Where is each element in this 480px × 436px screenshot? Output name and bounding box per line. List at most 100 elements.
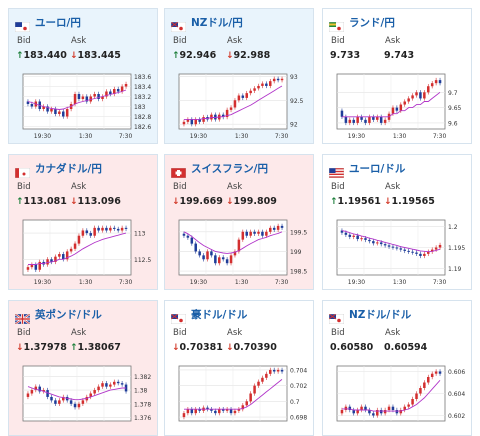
ask-arrow-icon: ↓ [226,51,234,61]
rate-card[interactable]: ユーロ/円 Bid Ask ↑183.440 ↓183.445 183.6 183.4 183… [8,8,158,144]
candle [73,243,77,249]
candle [372,241,375,244]
rate-card[interactable]: ランド/円 Bid Ask 9.733 9.743 9.7 9.65 9.6 19:30 1:30… [322,8,472,144]
candle [182,413,186,418]
candle [391,107,395,114]
price-chart[interactable]: 0.606 0.604 0.602 [327,363,469,433]
bid-label: Bid [17,328,31,338]
ask-quote: ↓113.096 [70,196,121,207]
candle [415,393,418,399]
candle [348,234,352,237]
pair-name[interactable]: 豪ドル/ドル [191,308,248,321]
pair-name[interactable]: スイスフラン/円 [191,162,269,175]
card-title[interactable]: スイスフラン/円 [170,161,269,179]
candle [261,231,264,236]
candle [101,383,104,387]
y-tick-label: 9.65 [448,105,462,112]
rate-card[interactable]: 豪ドル/ドル Bid Ask ↓0.70381 ↓0.70390 0.704 0.702 0.… [164,300,314,436]
candle [26,393,30,397]
rate-card[interactable]: カナダドル/円 Bid Ask ↑113.081 ↓113.096 113 112.5 19:… [8,154,158,290]
pair-name[interactable]: NZドル/ドル [349,308,412,321]
bid-arrow-icon: ↑ [172,51,180,61]
ask-label: Ask [385,328,401,338]
x-tick-label: 19:30 [190,279,207,286]
rate-card[interactable]: NZドル/ドル Bid Ask 0.60580 0.60594 0.606 0.604 0.6… [322,300,472,436]
bid-arrow-icon: ↑ [16,197,24,207]
y-tick-label: 9.6 [448,120,458,127]
candle [427,86,430,93]
price-chart[interactable]: 1.2 1.195 1.19 19:30 1:30 7:30 [327,217,469,287]
candle [430,83,434,87]
candle [407,404,410,407]
candle [214,410,217,414]
candle [372,413,375,416]
candle [265,373,268,378]
candle [245,231,248,236]
price-chart[interactable]: 113 112.5 19:30 1:30 7:30 [13,217,155,287]
bid-value: 92.946 [179,50,217,61]
card-title[interactable]: ユーロ/ドル [328,161,406,179]
candle [261,83,264,86]
ask-value: 1.19565 [391,196,435,207]
y-tick-label: 183.6 [134,74,151,81]
card-title[interactable]: NZドル/ドル [328,307,412,325]
y-tick-label: 92.5 [290,98,304,105]
price-chart[interactable]: 93 92.5 92 19:30 1:30 7:30 [169,71,311,141]
candle [352,119,355,123]
eu-flag-icon [14,17,31,33]
y-tick-label: 0.604 [448,391,465,398]
price-chart[interactable]: 9.7 9.65 9.6 19:30 1:30 7:30 [327,71,469,141]
pair-name[interactable]: ランド/円 [349,16,395,29]
candle [411,95,414,99]
candle [364,119,367,123]
rate-card[interactable]: ユーロ/ドル Bid Ask ↑1.19561 ↓1.19565 1.2 1.195 1.19… [322,154,472,290]
y-tick-label: 1.38 [134,388,148,395]
price-chart[interactable]: 199.5 199 198.5 19:30 1:30 7:30 [169,217,311,287]
bid-value: 1.37978 [23,342,67,353]
pair-name[interactable]: NZドル/円 [191,16,243,29]
y-tick-label: 112.5 [134,257,151,264]
card-title[interactable]: ランド/円 [328,15,395,33]
y-tick-label: 1.19 [448,266,462,273]
card-title[interactable]: 豪ドル/ドル [170,307,248,325]
y-tick-label: 0.7 [290,399,300,406]
bid-quote: ↓0.70381 [172,342,223,353]
rate-card[interactable]: 英ポンド/ドル Bid Ask ↓1.37978 ↑1.38067 1.382 1.38 1.… [8,300,158,436]
candle [356,235,359,240]
moving-average-line [28,232,127,265]
candle [344,116,348,123]
y-tick-label: 92 [290,122,298,129]
x-tick-label: 7:30 [275,279,289,286]
bid-arrow-icon: ↓ [172,197,180,207]
candle [116,89,120,92]
y-tick-label: 199.5 [290,229,307,236]
candle [387,245,391,247]
card-title[interactable]: NZドル/円 [170,15,243,33]
candle [206,407,209,410]
candle [116,228,120,231]
pair-name[interactable]: ユーロ/ドル [349,162,406,175]
candle [427,251,430,254]
bid-quote: 0.60580 [330,342,373,353]
candle [225,259,229,264]
candle [229,255,233,264]
card-title[interactable]: 英ポンド/ドル [14,307,102,325]
pair-name[interactable]: ユーロ/円 [35,16,81,29]
candle [399,104,403,111]
rate-card[interactable]: スイスフラン/円 Bid Ask ↓199.669 ↓199.809 199.5 199 19… [164,154,314,290]
candle [42,390,45,392]
rate-card[interactable]: NZドル/円 Bid Ask ↑92.946 ↓92.988 93 92.5 92 19:30 1… [164,8,314,144]
ask-arrow-icon: ↓ [226,197,234,207]
card-title[interactable]: カナダドル/円 [14,161,102,179]
price-chart[interactable]: 1.382 1.38 1.378 1.376 [13,363,155,433]
card-title[interactable]: ユーロ/円 [14,15,81,33]
pair-name[interactable]: 英ポンド/ドル [35,308,102,321]
candle [407,98,410,102]
pair-name[interactable]: カナダドル/円 [35,162,102,175]
price-chart[interactable]: 0.704 0.702 0.7 0.698 [169,363,311,433]
y-tick-label: 9.7 [448,90,458,97]
candle [265,83,268,86]
price-chart[interactable]: 183.6 183.4 183.2 183 182.8 182.6 19:30 1:30 7:3… [13,71,155,141]
ask-arrow-icon: ↓ [70,197,78,207]
candle [272,227,276,230]
